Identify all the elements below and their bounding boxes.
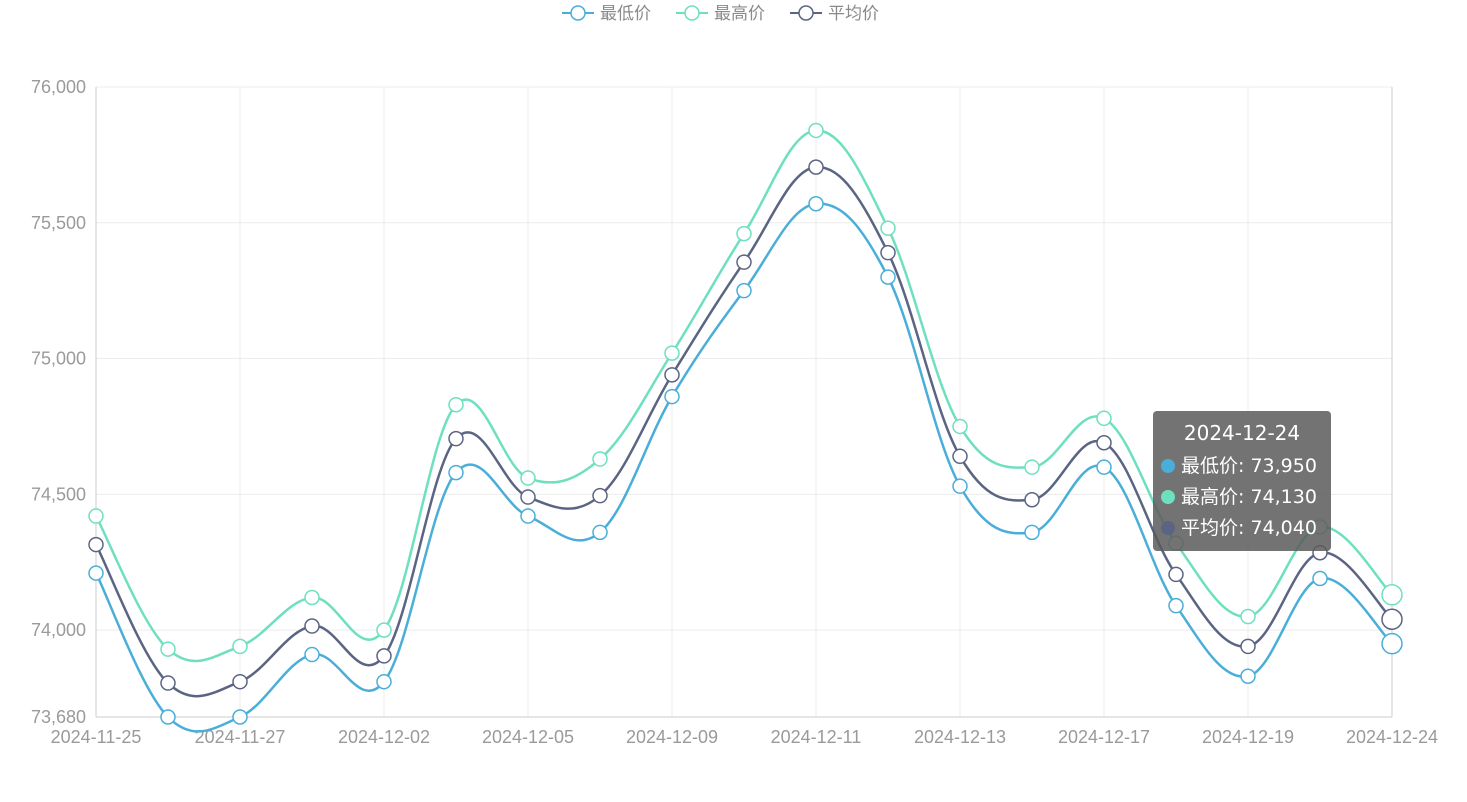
series-high-point — [520, 470, 536, 486]
series-low-point — [1381, 632, 1403, 655]
series-high-point — [448, 396, 464, 413]
y-tick-label: 74,000 — [31, 620, 86, 640]
series-avg-point — [952, 448, 968, 465]
series-high-point — [592, 451, 608, 467]
series-low-point — [952, 478, 968, 494]
tooltip-row-high: 最高价: 74,130 — [1161, 482, 1323, 513]
series-high-line — [94, 129, 1393, 663]
series-high-point — [1024, 459, 1040, 475]
x-tick-label: 2024-12-24 — [1346, 727, 1438, 747]
series-avg-point — [736, 254, 752, 270]
series-avg-point — [520, 489, 536, 505]
tooltip-dot-avg — [1161, 521, 1175, 535]
x-tick-label: 2024-11-25 — [51, 727, 142, 747]
x-tick-label: 2024-12-19 — [1202, 727, 1294, 747]
series-low-point — [1312, 570, 1328, 587]
series-high-point — [88, 508, 104, 524]
series-high-point — [952, 418, 968, 435]
series-avg-point — [1240, 638, 1256, 655]
series-high-point — [376, 622, 392, 638]
series-avg-point — [664, 367, 680, 383]
x-tick-label: 2024-11-27 — [195, 727, 286, 747]
legend-marker-2 — [798, 5, 814, 21]
series-avg-point — [232, 673, 248, 690]
series-high-point — [1096, 410, 1112, 427]
x-tick-label: 2024-12-13 — [914, 727, 1006, 747]
series-low-point — [880, 269, 896, 285]
series-high-point — [664, 345, 680, 361]
series-low-point — [1168, 597, 1184, 614]
series-avg-point — [304, 618, 320, 634]
series-avg-point — [1168, 566, 1184, 583]
tooltip-row-low: 最低价: 73,950 — [1161, 451, 1323, 482]
series-avg-point — [88, 536, 104, 553]
series-high-point — [304, 589, 320, 606]
tooltip-label-avg: 平均价: 74,040 — [1181, 517, 1317, 539]
x-tick-label: 2024-12-05 — [482, 727, 574, 747]
x-tick-label: 2024-12-02 — [338, 727, 430, 747]
tooltip-title: 2024-12-24 — [1183, 421, 1301, 445]
series-avg-point — [160, 675, 176, 691]
series-low-point — [592, 524, 608, 541]
y-tick-label: 75,000 — [31, 349, 86, 369]
chart-tooltip: 2024-12-24 最低价: 73,950 最高价: 74,130 平均价: … — [1153, 411, 1331, 551]
series-avg-point — [880, 244, 896, 261]
y-tick-label: 75,500 — [31, 213, 86, 233]
series-low-point — [448, 464, 464, 481]
series-low-point — [160, 709, 176, 725]
y-tick-label: 76,000 — [31, 77, 86, 97]
tooltip-row-avg: 平均价: 74,040 — [1161, 513, 1323, 544]
legend-label-1: 最高价 — [714, 4, 765, 24]
series-high-point — [880, 220, 896, 236]
series-high-point — [232, 638, 248, 655]
series-low-point — [520, 508, 536, 524]
series-low-point — [1024, 524, 1040, 541]
series-low-point — [376, 673, 392, 690]
series-low-point — [1096, 459, 1112, 475]
series-avg-point — [1381, 608, 1403, 630]
series-low-point — [736, 282, 752, 299]
tooltip-label-low: 最低价: 73,950 — [1181, 455, 1317, 477]
y-tick-label: 73,680 — [31, 707, 86, 727]
x-tick-label: 2024-12-11 — [771, 727, 862, 747]
series-low-point — [808, 196, 824, 212]
legend-marker-1 — [684, 5, 700, 21]
y-tick-label: 74,500 — [31, 484, 86, 504]
series-low-point — [304, 646, 320, 663]
series-avg-point — [592, 487, 608, 504]
tooltip-dot-low — [1161, 459, 1175, 473]
legend-label-0: 最低价 — [600, 4, 651, 24]
legend-marker-0 — [570, 5, 586, 21]
series-high-point — [736, 225, 752, 242]
series-high-point — [1381, 584, 1403, 606]
series-avg-point — [448, 430, 464, 447]
x-tick-label: 2024-12-09 — [626, 727, 718, 747]
series-low-point — [664, 388, 680, 405]
series-low-point — [88, 565, 104, 581]
series-high-point — [808, 122, 824, 139]
series-low-point — [232, 709, 248, 725]
series-avg-point — [376, 648, 392, 664]
series-high-point — [160, 641, 176, 657]
series-avg-point — [1096, 434, 1112, 451]
series-avg-point — [1024, 492, 1040, 508]
series-avg-point — [808, 159, 824, 175]
x-tick-label: 2024-12-17 — [1058, 727, 1150, 747]
legend-label-2: 平均价 — [828, 4, 879, 24]
series-low-point — [1240, 668, 1256, 685]
tooltip-dot-high — [1161, 490, 1175, 504]
series-high-point — [1240, 608, 1256, 625]
tooltip-label-high: 最高价: 74,130 — [1181, 486, 1317, 508]
